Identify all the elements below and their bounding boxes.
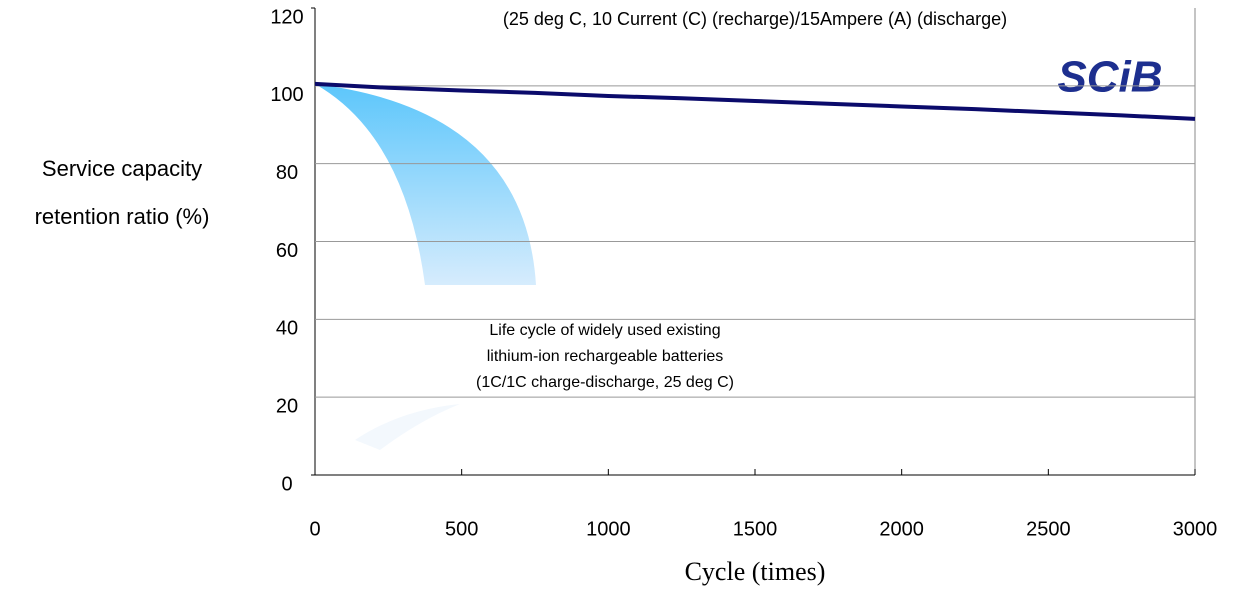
- y-tick-label: 80: [276, 162, 298, 184]
- y-tick-label: 20: [276, 395, 298, 417]
- y-tick-label: 100: [270, 84, 303, 106]
- x-tick-label: 1000: [586, 518, 631, 540]
- series-line: [314, 81, 1196, 121]
- y-tick-label: 0: [281, 473, 292, 495]
- y-tick-label: 60: [276, 240, 298, 262]
- x-tick-label: 1500: [733, 518, 778, 540]
- x-tick-label: 500: [445, 518, 478, 540]
- x-tick-label: 3000: [1173, 518, 1218, 540]
- y-tick-label: 40: [276, 318, 298, 340]
- fan-ghost: [355, 404, 460, 450]
- y-axis-label: Service capacity: [42, 156, 202, 181]
- existing-battery-fan: [315, 84, 536, 285]
- logo: SCiB: [1057, 53, 1162, 102]
- annotation: (25 deg C, 10 Current (C) (recharge)/15A…: [503, 9, 1007, 29]
- x-tick-label: 2000: [879, 518, 924, 540]
- note-line: (1C/1C charge-discharge, 25 deg C): [476, 374, 734, 391]
- x-tick-label: 0: [309, 518, 320, 540]
- x-tick-label: 2500: [1026, 518, 1071, 540]
- y-axis-label: retention ratio (%): [35, 204, 210, 229]
- y-tick-label: 120: [270, 6, 303, 28]
- x-axis-label: Cycle (times): [685, 557, 826, 586]
- note-line: Life cycle of widely used existing: [489, 322, 720, 339]
- note-line: lithium-ion rechargeable batteries: [487, 348, 724, 365]
